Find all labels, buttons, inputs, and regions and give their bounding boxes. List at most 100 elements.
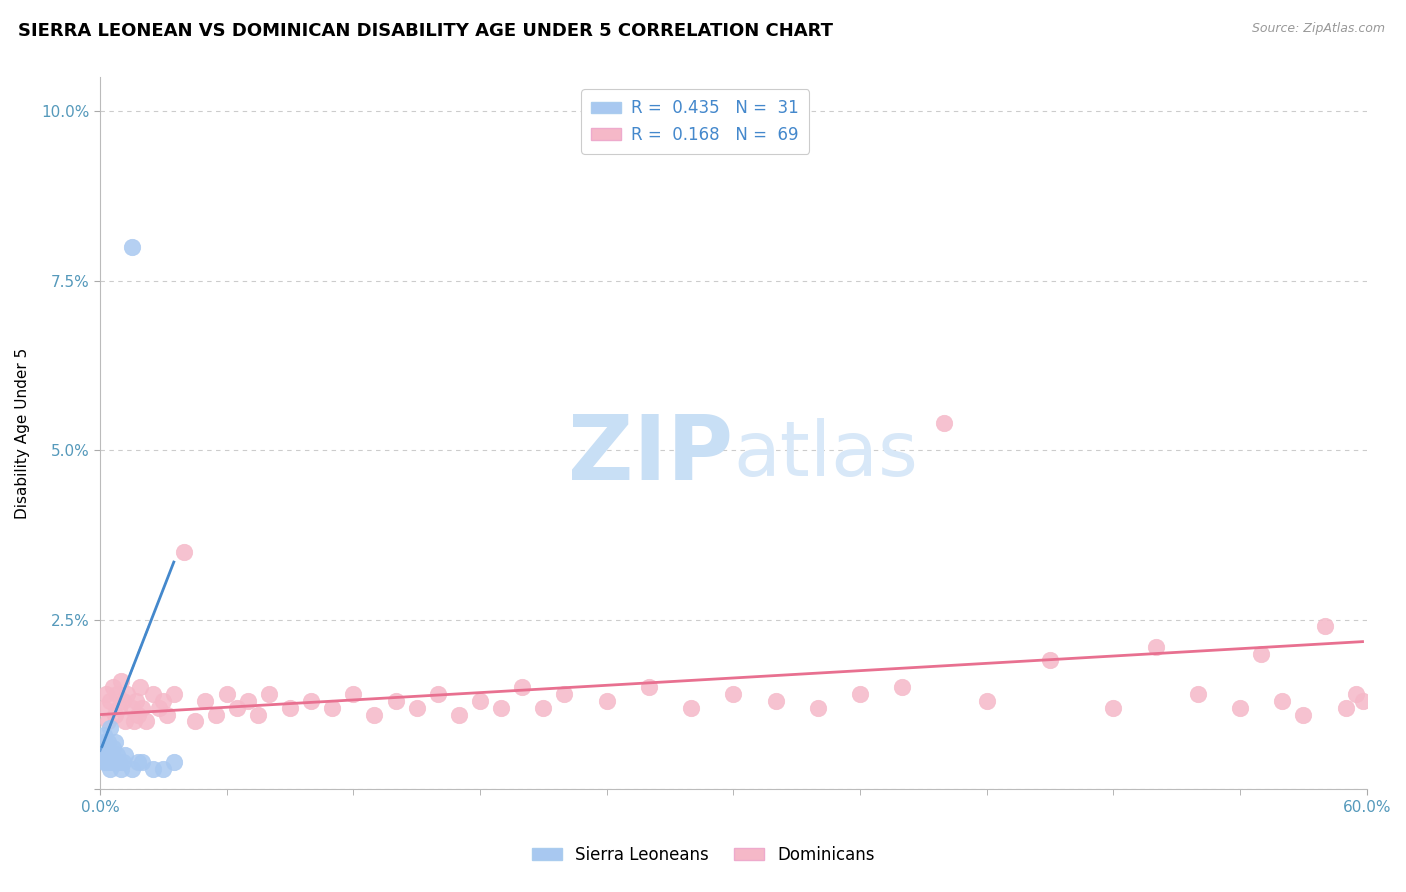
Point — [104, 734, 127, 748]
Point — [93, 755, 115, 769]
Point — [93, 734, 115, 748]
Point — [723, 687, 745, 701]
Point — [97, 748, 120, 763]
Point — [96, 687, 118, 701]
Point — [114, 748, 136, 763]
Point — [891, 681, 914, 695]
Point — [131, 701, 153, 715]
Point — [110, 673, 132, 688]
Point — [1292, 707, 1315, 722]
Point — [384, 694, 406, 708]
Point — [849, 687, 872, 701]
Point — [97, 755, 120, 769]
Point — [1313, 619, 1336, 633]
Point — [152, 762, 174, 776]
Point — [1187, 687, 1209, 701]
Text: SIERRA LEONEAN VS DOMINICAN DISABILITY AGE UNDER 5 CORRELATION CHART: SIERRA LEONEAN VS DOMINICAN DISABILITY A… — [18, 22, 834, 40]
Point — [121, 701, 143, 715]
Point — [117, 687, 139, 701]
Point — [104, 707, 127, 722]
Point — [100, 762, 122, 776]
Point — [131, 755, 153, 769]
Legend: Sierra Leoneans, Dominicans: Sierra Leoneans, Dominicans — [524, 839, 882, 871]
Point — [100, 721, 122, 735]
Point — [510, 681, 533, 695]
Point — [108, 701, 131, 715]
Point — [114, 714, 136, 729]
Point — [163, 687, 186, 701]
Point — [468, 694, 491, 708]
Point — [278, 701, 301, 715]
Point — [934, 416, 956, 430]
Point — [247, 707, 270, 722]
Point — [97, 734, 120, 748]
Point — [226, 701, 249, 715]
Point — [93, 701, 115, 715]
Point — [1250, 647, 1272, 661]
Point — [163, 755, 186, 769]
Point — [1271, 694, 1294, 708]
Point — [257, 687, 280, 701]
Point — [595, 694, 617, 708]
Point — [342, 687, 364, 701]
Point — [447, 707, 470, 722]
Point — [101, 681, 124, 695]
Point — [1102, 701, 1125, 715]
Point — [1229, 701, 1251, 715]
Point — [531, 701, 554, 715]
Y-axis label: Disability Age Under 5: Disability Age Under 5 — [15, 348, 30, 519]
Text: Source: ZipAtlas.com: Source: ZipAtlas.com — [1251, 22, 1385, 36]
Point — [105, 687, 128, 701]
Point — [142, 762, 165, 776]
Point — [765, 694, 787, 708]
Point — [108, 755, 131, 769]
Point — [96, 748, 118, 763]
Point — [112, 694, 135, 708]
Point — [405, 701, 427, 715]
Point — [1039, 653, 1062, 667]
Point — [215, 687, 238, 701]
Point — [236, 694, 259, 708]
Point — [110, 762, 132, 776]
Point — [91, 741, 114, 756]
Point — [489, 701, 512, 715]
Point — [96, 755, 118, 769]
Point — [122, 714, 145, 729]
Point — [104, 755, 127, 769]
Point — [1144, 640, 1167, 654]
Point — [121, 762, 143, 776]
Point — [173, 545, 195, 559]
Point — [148, 701, 170, 715]
Point — [156, 707, 179, 722]
Point — [1351, 694, 1374, 708]
Point — [100, 694, 122, 708]
Point — [91, 748, 114, 763]
Point — [100, 748, 122, 763]
Point — [135, 714, 157, 729]
Point — [299, 694, 322, 708]
Point — [105, 755, 128, 769]
Point — [142, 687, 165, 701]
Point — [101, 741, 124, 756]
Point — [97, 714, 120, 729]
Point — [638, 681, 661, 695]
Point — [681, 701, 703, 715]
Point — [1334, 701, 1357, 715]
Point — [121, 240, 143, 254]
Text: ZIP: ZIP — [568, 410, 734, 499]
Point — [93, 728, 115, 742]
Point — [976, 694, 998, 708]
Point — [426, 687, 449, 701]
Point — [184, 714, 207, 729]
Text: atlas: atlas — [734, 417, 918, 491]
Point — [807, 701, 830, 715]
Point — [129, 681, 152, 695]
Point — [105, 748, 128, 763]
Point — [553, 687, 575, 701]
Point — [205, 707, 228, 722]
Point — [101, 755, 124, 769]
Point — [125, 694, 148, 708]
Point — [127, 707, 149, 722]
Point — [112, 755, 135, 769]
Point — [194, 694, 217, 708]
